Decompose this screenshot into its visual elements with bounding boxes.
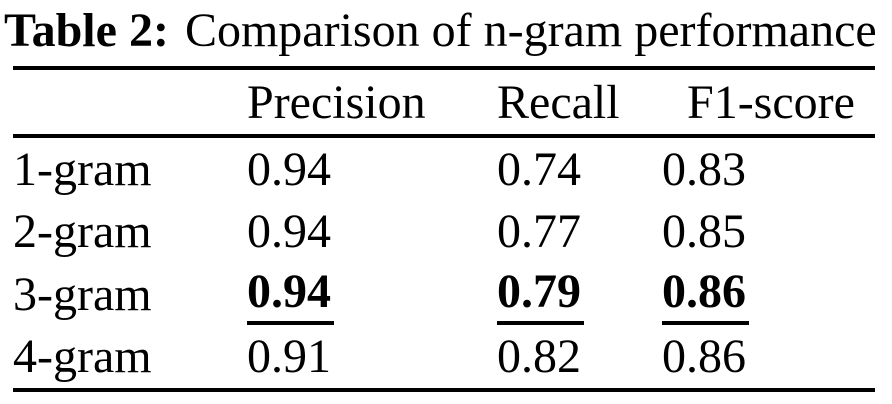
header-recall: Recall — [497, 75, 620, 129]
cell-recall: 0.77 — [497, 204, 662, 259]
value: 0.83 — [662, 142, 746, 196]
table-row: 2-gram 0.94 0.77 0.85 — [13, 201, 875, 264]
row-label: 3-gram — [13, 267, 152, 321]
value: 0.86 — [662, 330, 746, 384]
row-label: 2-gram — [13, 205, 152, 259]
ngram-performance-table: Precision Recall F1-score 1-gram 0.94 0.… — [13, 66, 875, 392]
table-caption: Table 2: Comparison of n-gram performance — [0, 0, 892, 60]
cell-f1score: 0.83 — [662, 142, 875, 197]
value: 0.77 — [497, 205, 581, 259]
value: 0.94 — [247, 205, 331, 259]
cell-recall: 0.74 — [497, 142, 662, 197]
best-value: 0.79 — [497, 264, 584, 325]
cell-f1score: 0.86 — [662, 264, 875, 325]
value: 0.91 — [247, 330, 331, 384]
cell-precision: 0.94 — [247, 142, 497, 197]
table-header-row: Precision Recall F1-score — [13, 70, 875, 138]
value: 0.85 — [662, 205, 746, 259]
cell-recall: 0.82 — [497, 329, 662, 384]
row-label: 4-gram — [13, 330, 152, 384]
best-value: 0.94 — [247, 264, 334, 325]
table-row: 1-gram 0.94 0.74 0.83 — [13, 138, 875, 201]
cell-precision: 0.91 — [247, 329, 497, 384]
caption-text: Comparison of n-gram performance — [184, 4, 877, 57]
value: 0.74 — [497, 142, 581, 196]
header-f1score: F1-score — [687, 75, 855, 129]
cell-precision: 0.94 — [247, 264, 497, 325]
header-precision: Precision — [247, 75, 426, 129]
row-label: 1-gram — [13, 142, 152, 196]
cell-precision: 0.94 — [247, 204, 497, 259]
cell-f1score: 0.85 — [662, 204, 875, 259]
value: 0.94 — [247, 142, 331, 196]
best-value: 0.86 — [662, 264, 749, 325]
table-row-highlighted: 3-gram 0.94 0.79 0.86 — [13, 263, 875, 326]
caption-label: Table 2: — [4, 4, 169, 57]
value: 0.82 — [497, 330, 581, 384]
cell-f1score: 0.86 — [662, 329, 875, 384]
cell-recall: 0.79 — [497, 264, 662, 325]
table-row: 4-gram 0.91 0.82 0.86 — [13, 326, 875, 389]
